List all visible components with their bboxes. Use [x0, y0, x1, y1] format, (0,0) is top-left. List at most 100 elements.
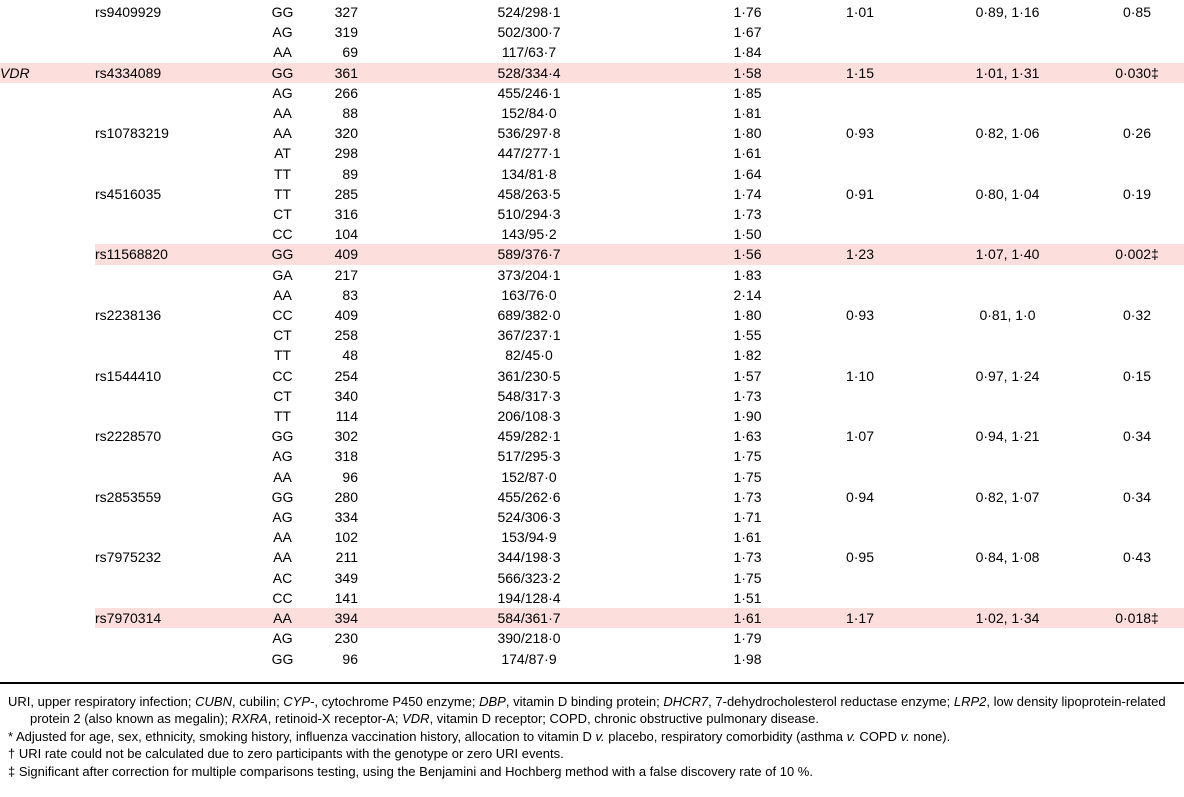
confidence-interval-cell — [925, 325, 1090, 345]
genotype-cell: AT — [274, 145, 291, 162]
confidence-interval-cell — [925, 285, 1090, 305]
count-cell: 254 — [334, 367, 358, 384]
genotype-cell: GG — [271, 4, 294, 20]
footnote-text: , vitamin D binding protein; — [505, 693, 664, 709]
uri-events-person-years-cell: 528/334·4 — [358, 62, 700, 83]
adjusted-rate-ratio-cell — [795, 164, 925, 184]
table-row: CT 340 548/317·3 1·73 — [0, 386, 1184, 406]
gene-cell — [0, 123, 95, 143]
genotype-cell: AC — [272, 569, 293, 586]
gene-cell — [0, 446, 95, 466]
snp-cell — [95, 386, 255, 406]
count-cell: 298 — [334, 145, 358, 162]
confidence-interval-cell: 0·89, 1·16 — [975, 4, 1040, 20]
count-cell: 88 — [342, 105, 358, 122]
snp-cell — [95, 265, 255, 285]
table-body: rs9409929 GG 327 524/298·1 1·76 1·01 0·89, 1·1… — [0, 2, 1184, 669]
gene-cell — [0, 588, 95, 608]
snp-cell — [95, 325, 255, 345]
table-footnotes: URI, upper respiratory infection; CUBN, … — [0, 684, 1184, 781]
uri-rate-cell: 1·83 — [733, 266, 762, 283]
adjusted-rate-ratio-cell: 1·10 — [845, 367, 875, 384]
uri-events-person-years-cell: 82/45·0 — [505, 347, 553, 364]
gene-cell — [0, 527, 95, 547]
adjusted-rate-ratio-cell: 1·23 — [795, 244, 925, 265]
p-value-cell — [1090, 204, 1184, 224]
footnote-text: URI, upper respiratory infection; — [8, 693, 196, 709]
snp-cell — [95, 446, 255, 466]
table-row: GG 96 174/87·9 1·98 — [0, 649, 1184, 669]
confidence-interval-cell — [925, 628, 1090, 648]
uri-events-person-years-cell: 206/108·3 — [497, 408, 561, 425]
footnote: * Adjusted for age, sex, ethnicity, smok… — [8, 728, 1174, 746]
table-row: AG 266 455/246·1 1·85 — [0, 83, 1184, 103]
p-value-cell: 0·018‡ — [1090, 608, 1184, 629]
snp-cell — [95, 406, 255, 426]
uri-events-person-years-cell: 134/81·8 — [501, 165, 557, 182]
gene-cell — [0, 42, 95, 62]
genotype-cell: AA — [273, 468, 292, 485]
count-cell: 96 — [342, 468, 358, 485]
uri-rate-cell: 1·58 — [700, 62, 795, 83]
adjusted-rate-ratio-cell — [795, 507, 925, 527]
footnote: † URI rate could not be calculated due t… — [8, 745, 1174, 763]
p-value-cell — [1090, 265, 1184, 285]
genotype-cell: AA — [255, 608, 310, 629]
table-row: rs7975232 AA 211 344/198·3 1·73 0·95 0·84, 1·0… — [0, 547, 1184, 567]
p-value-cell: 0·002‡ — [1090, 244, 1184, 265]
confidence-interval-cell: 0·81, 1·0 — [979, 307, 1036, 324]
uri-events-person-years-cell: 566/323·2 — [497, 569, 561, 586]
uri-events-person-years-cell: 344/198·3 — [497, 549, 561, 566]
confidence-interval-cell — [925, 507, 1090, 527]
count-cell: 340 — [334, 387, 358, 404]
p-value-cell — [1090, 628, 1184, 648]
table-row: TT 114 206/108·3 1·90 — [0, 406, 1184, 426]
table-row: rs9409929 GG 327 524/298·1 1·76 1·01 0·89, 1·1… — [0, 2, 1184, 22]
p-value-cell: 0·19 — [1122, 185, 1152, 202]
uri-rate-cell: 1·50 — [733, 226, 762, 243]
gene-cell — [0, 386, 95, 406]
table-row: AA 69 117/63·7 1·84 — [0, 42, 1184, 62]
genotype-cell: GG — [271, 650, 294, 667]
confidence-interval-cell: 0·84, 1·08 — [975, 549, 1040, 566]
uri-rate-cell: 1·80 — [733, 307, 762, 324]
uri-events-person-years-cell: 174/87·9 — [501, 650, 557, 667]
snp-cell: rs2853559 — [95, 488, 162, 505]
confidence-interval-cell — [925, 406, 1090, 426]
gene-cell — [0, 305, 95, 325]
snp-cell: rs4334089 — [95, 62, 255, 83]
genotype-cell: AA — [273, 529, 292, 546]
snp-cell — [95, 103, 255, 123]
count-cell: 114 — [335, 408, 358, 425]
genotype-cell: TT — [273, 347, 292, 364]
table-row: rs7970314 AA 394 584/361·7 1·61 1·17 1·02, 1·3… — [0, 608, 1184, 629]
genotype-cell: GG — [271, 428, 294, 445]
gene-cell — [0, 83, 95, 103]
p-value-cell: 0·26 — [1122, 125, 1152, 142]
adjusted-rate-ratio-cell: 0·93 — [845, 307, 875, 324]
snp-cell — [95, 204, 255, 224]
table-row: AA 102 153/94·9 1·61 — [0, 527, 1184, 547]
count-cell: 96 — [342, 650, 358, 667]
footnote-text: , vitamin D receptor; COPD, chronic obst… — [429, 711, 820, 727]
adjusted-rate-ratio-cell — [795, 285, 925, 305]
footnote-italic-text: CYP- — [283, 693, 315, 709]
table-row: GA 217 373/204·1 1·83 — [0, 265, 1184, 285]
gene-cell — [0, 2, 95, 22]
count-cell: 302 — [334, 428, 358, 445]
snp-cell — [95, 527, 255, 547]
confidence-interval-cell — [925, 265, 1090, 285]
genotype-cell: TT — [273, 185, 292, 202]
gene-cell — [0, 649, 95, 669]
snp-cell — [95, 649, 255, 669]
confidence-interval-cell — [925, 345, 1090, 365]
footnote-italic-text: v. — [900, 728, 910, 744]
adjusted-rate-ratio-cell: 1·01 — [845, 4, 875, 20]
snp-cell: rs2238136 — [95, 307, 162, 324]
snp-cell: rs7970314 — [95, 608, 255, 629]
confidence-interval-cell — [925, 649, 1090, 669]
adjusted-rate-ratio-cell — [795, 527, 925, 547]
gene-cell — [0, 608, 95, 629]
adjusted-rate-ratio-cell — [795, 467, 925, 487]
p-value-cell — [1090, 83, 1184, 103]
